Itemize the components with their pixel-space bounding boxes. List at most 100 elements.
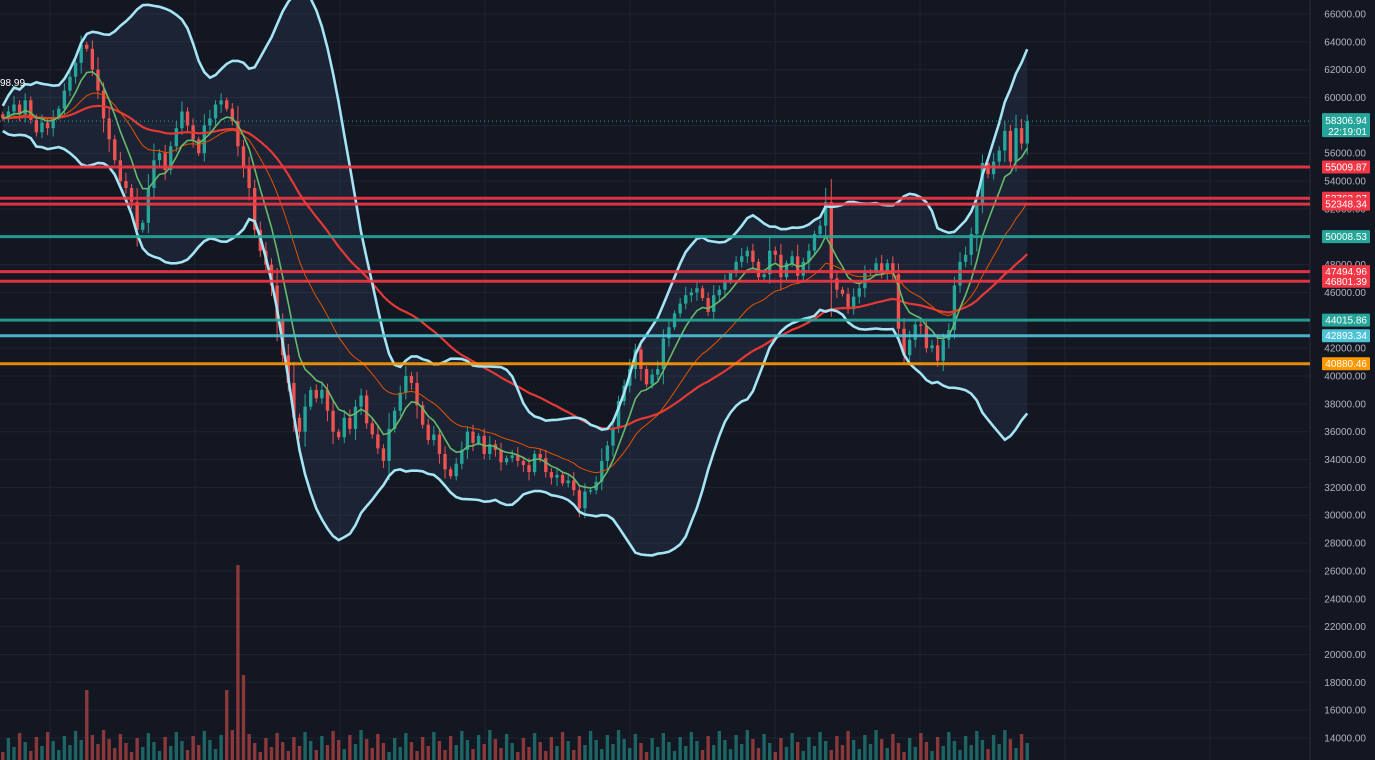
candle-body — [773, 250, 777, 255]
volume-bar — [656, 747, 660, 760]
volume-bar — [1008, 739, 1013, 760]
volume-bar — [1003, 730, 1007, 760]
candle-body — [269, 264, 274, 286]
candle-body — [62, 90, 67, 109]
candle-body — [768, 250, 772, 275]
candle-body — [499, 449, 503, 463]
candle-body — [292, 382, 296, 418]
volume-bar — [1014, 748, 1018, 760]
y-tick-label: 42000.00 — [1324, 344, 1366, 355]
candle-body — [465, 431, 470, 450]
volume-bar — [57, 750, 61, 760]
volume-bar — [213, 749, 218, 760]
volume-bar — [969, 745, 973, 760]
candle-body — [818, 225, 822, 234]
candle-body — [320, 389, 324, 399]
volume-bar — [628, 748, 632, 760]
volume-bar — [191, 736, 195, 760]
volume-bar — [773, 752, 777, 760]
candle-body — [712, 295, 716, 312]
volume-bar — [113, 748, 117, 760]
candle-body — [45, 122, 50, 129]
candle-body — [17, 104, 22, 115]
volume-bar — [672, 751, 677, 760]
candle-body — [1008, 130, 1013, 162]
candle-body — [611, 427, 615, 446]
volume-bar — [236, 565, 240, 760]
candle-body — [152, 160, 156, 189]
volume-bar — [712, 745, 716, 760]
volume-bar — [314, 750, 318, 760]
candle-body — [79, 44, 83, 63]
volume-bar — [202, 731, 206, 760]
candle-body — [566, 480, 570, 484]
candle-body — [376, 434, 380, 449]
candle-body — [661, 338, 666, 370]
candle-body — [532, 453, 537, 473]
volume-bar — [824, 741, 828, 760]
volume-bar — [768, 743, 772, 760]
ema-fast-line — [2, 70, 1028, 489]
y-tick-label: 54000.00 — [1324, 177, 1366, 188]
volume-bar — [600, 749, 604, 760]
y-tick-label: 14000.00 — [1324, 734, 1366, 745]
volume-bar — [980, 740, 985, 760]
volume-bar — [387, 752, 391, 760]
candle-body — [588, 490, 593, 492]
candle-body — [667, 327, 671, 339]
indicator-lines — [1, 0, 1029, 557]
volume-bar — [902, 752, 906, 760]
y-tick-label: 64000.00 — [1324, 37, 1366, 48]
y-tick-label: 56000.00 — [1324, 149, 1366, 160]
candle-body — [941, 339, 945, 361]
volume-bar — [919, 733, 923, 760]
candle-body — [751, 250, 755, 262]
volume-bar — [639, 743, 643, 760]
candle-body — [85, 44, 89, 49]
y-tick-label: 46000.00 — [1324, 288, 1366, 299]
volume-bar — [465, 740, 470, 760]
volume-bar — [544, 751, 548, 760]
level-tag-bg — [1322, 357, 1370, 371]
volume-bar — [325, 745, 330, 760]
candle-body — [969, 233, 973, 255]
candle-body — [247, 167, 251, 189]
volume-bar — [73, 731, 78, 760]
volume-bar — [717, 731, 721, 760]
volume-bar — [577, 736, 582, 760]
volume-bar — [370, 748, 374, 760]
volume-bar — [516, 752, 520, 760]
volume-bar — [29, 751, 33, 760]
volume-bar — [963, 736, 968, 760]
candle-body — [516, 455, 520, 461]
volume-bar — [381, 743, 386, 760]
volume-bar — [583, 745, 587, 760]
candle-body — [678, 303, 682, 314]
candle-body — [980, 162, 985, 205]
candle-body — [812, 233, 817, 251]
volume-bar — [146, 733, 151, 760]
volume-bar — [230, 730, 234, 760]
candle-body — [409, 376, 414, 383]
volume-bar — [796, 742, 800, 760]
volume-bar — [538, 742, 542, 760]
volume-bar — [169, 746, 173, 760]
volume-bar — [432, 732, 436, 760]
candle-body — [314, 389, 318, 399]
volume-bar — [779, 738, 783, 760]
volume-bar — [281, 742, 285, 760]
candle-body — [309, 389, 313, 407]
candle-body — [381, 448, 386, 461]
candle-body — [577, 490, 582, 509]
candle-body — [73, 62, 78, 77]
candle-body — [723, 281, 727, 290]
volume-bar — [197, 745, 201, 760]
candle-body — [975, 204, 979, 234]
candle-body — [762, 274, 766, 278]
volume-bar — [34, 737, 39, 760]
volume-bar — [991, 735, 996, 760]
countdown-label: 22:19:01 — [1328, 127, 1367, 138]
candle-body — [213, 104, 218, 119]
volume-bar — [62, 736, 67, 760]
